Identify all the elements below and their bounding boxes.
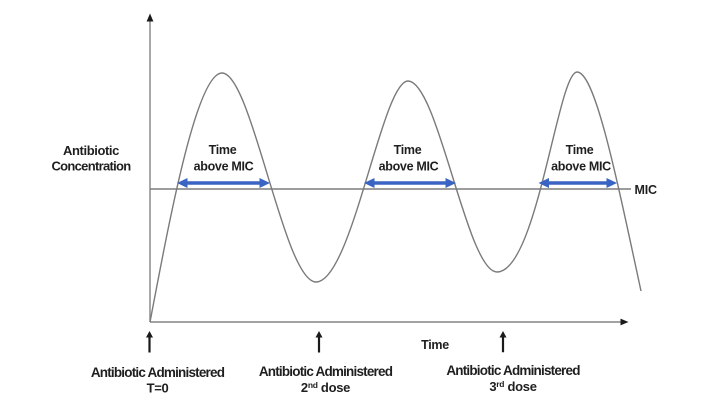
svg-text:Antibiotic Administered: Antibiotic Administered [446, 363, 580, 378]
svg-text:MIC: MIC [635, 183, 657, 197]
svg-text:above MIC: above MIC [551, 160, 611, 174]
svg-text:Time: Time [421, 338, 449, 352]
svg-text:Time: Time [209, 143, 237, 157]
svg-text:above MIC: above MIC [194, 160, 254, 174]
svg-text:above MIC: above MIC [379, 160, 439, 174]
svg-text:T=0: T=0 [147, 381, 169, 396]
svg-text:Antibiotic Administered: Antibiotic Administered [91, 365, 225, 380]
svg-text:Time: Time [566, 143, 594, 157]
svg-text:Concentration: Concentration [51, 159, 131, 174]
svg-text:Time: Time [394, 143, 422, 157]
svg-text:2nd dose: 2nd dose [301, 380, 350, 395]
svg-text:Antibiotic Administered: Antibiotic Administered [259, 364, 393, 379]
svg-text:Antibiotic: Antibiotic [63, 143, 119, 158]
svg-text:3rd dose: 3rd dose [489, 379, 536, 394]
